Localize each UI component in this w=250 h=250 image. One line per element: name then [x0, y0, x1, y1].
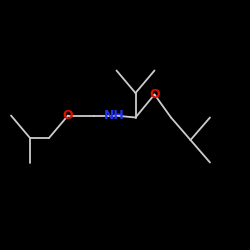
Text: O: O [149, 88, 160, 101]
Text: NH: NH [104, 109, 125, 122]
Text: O: O [63, 109, 73, 122]
